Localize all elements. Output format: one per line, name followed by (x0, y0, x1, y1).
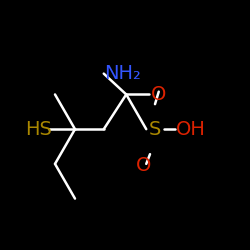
Text: NH₂: NH₂ (104, 64, 141, 83)
Text: OH: OH (176, 120, 206, 139)
Text: O: O (136, 156, 152, 175)
Text: S: S (149, 120, 161, 139)
Text: O: O (151, 85, 166, 104)
Text: HS: HS (25, 120, 52, 139)
